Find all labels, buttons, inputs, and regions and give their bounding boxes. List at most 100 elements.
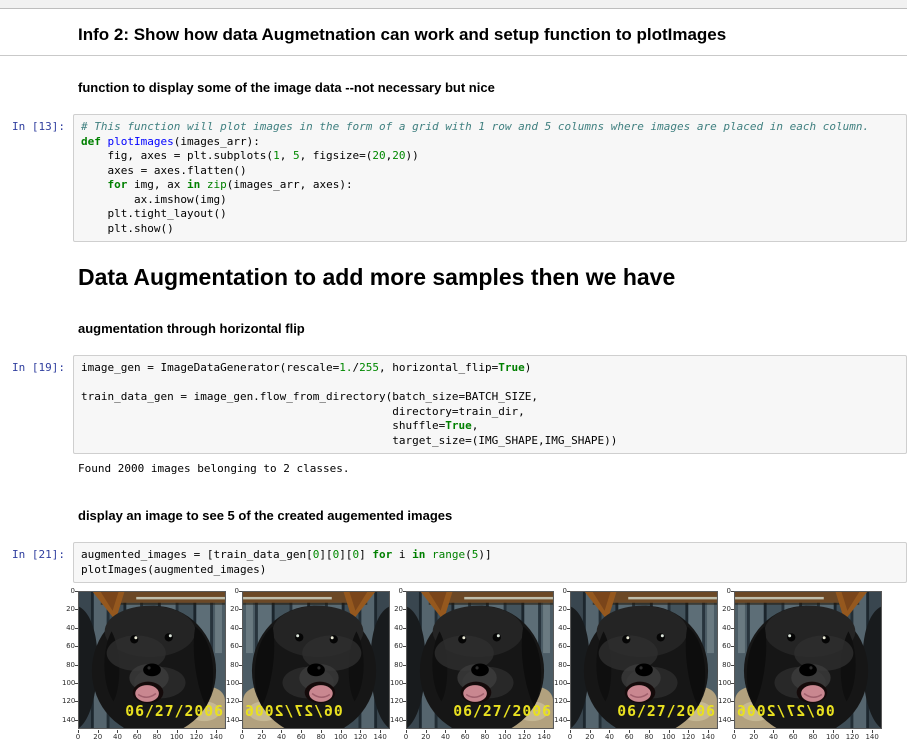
code-token: plotImages(augmented_images) — [81, 562, 267, 576]
y-tick-mark — [75, 701, 78, 703]
section-heading-data-augmentation: Data Augmentation to add more samples th… — [78, 264, 676, 290]
y-tick-label: 0 — [726, 587, 731, 595]
x-tick-mark — [380, 730, 382, 733]
y-tick-mark — [75, 609, 78, 611]
augmented-dog-image: 06/27/2006 — [406, 591, 554, 729]
x-tick-mark — [648, 730, 650, 733]
code-input-area[interactable]: augmented_images = [train_data_gen[0][0]… — [73, 542, 907, 583]
y-tick-label: 100 — [62, 679, 76, 687]
y-tick-label: 60 — [230, 642, 239, 651]
x-tick-mark — [688, 730, 690, 733]
code-token: zip — [206, 178, 227, 191]
x-tick-label: 20 — [585, 733, 595, 741]
code-text: augmented_images = [train_data_gen[0][0]… — [81, 548, 899, 577]
y-tick-label: 80 — [230, 660, 239, 669]
x-tick-label: 0 — [75, 733, 81, 741]
code-text: image_gen = ImageDataGenerator(rescale=1… — [81, 361, 899, 448]
y-tick-mark — [567, 591, 570, 592]
code-token — [200, 178, 207, 191]
x-tick-label: 140 — [701, 733, 715, 741]
y-tick-label: 40 — [66, 623, 75, 632]
x-tick-label: 60 — [132, 733, 142, 741]
code-token: )) — [405, 149, 419, 162]
x-tick-mark — [773, 730, 775, 733]
code-token: True — [445, 419, 472, 432]
code-token — [101, 135, 108, 148]
code-token: fig, axes = plt.subplots( — [81, 149, 274, 162]
cell-output-found-images: Found 2000 images belonging to 2 classes… — [78, 462, 350, 475]
code-token: (images_arr): — [173, 134, 260, 148]
code-token: directory=train_dir, — [81, 404, 525, 418]
augmented-dog-image-flipped: 06/27/2006 — [242, 591, 390, 729]
y-tick-mark — [403, 609, 406, 611]
x-tick-mark — [852, 730, 854, 733]
y-tick-label: 20 — [394, 605, 403, 614]
x-tick-label: 100 — [333, 733, 348, 741]
x-tick-label: 80 — [808, 733, 818, 741]
code-token: ) — [524, 361, 532, 374]
y-tick-label: 140 — [390, 715, 404, 724]
x-tick-label: 0 — [567, 733, 573, 741]
code-token: image_gen = ImageDataGenerator(rescale= — [81, 361, 340, 374]
y-tick-mark — [567, 609, 570, 611]
x-tick-mark — [97, 730, 99, 733]
y-tick-mark — [403, 719, 406, 721]
code-token: for — [372, 548, 393, 561]
augmented-dog-image: 06/27/2006 — [570, 591, 718, 729]
y-tick-mark — [239, 701, 242, 703]
x-tick-mark — [117, 730, 119, 733]
x-tick-mark — [793, 730, 795, 733]
code-input-area[interactable]: # This function will plot images in the … — [73, 114, 907, 242]
y-tick-label: 120 — [718, 697, 732, 706]
date-watermark: 06/27/2006 — [244, 703, 343, 720]
puppy-photo-svg: 06/27/2006 — [407, 592, 553, 728]
subheading-display-augmented: display an image to see 5 of the created… — [78, 508, 453, 523]
y-tick-mark — [403, 591, 406, 592]
x-tick-label: 40 — [440, 733, 450, 741]
subplot-panel: 0 20 40 60 80 100 120 140 — [226, 587, 390, 745]
x-tick-mark — [216, 730, 218, 733]
y-tick-mark — [403, 646, 406, 648]
x-tick-label: 140 — [209, 733, 223, 741]
code-token: shuffle= — [81, 419, 446, 432]
y-tick-label: 80 — [394, 660, 403, 669]
x-tick-label: 80 — [644, 733, 654, 741]
code-token: , — [279, 149, 293, 162]
x-tick-label: 140 — [537, 733, 551, 741]
code-token: 20 — [372, 149, 386, 162]
code-token: i — [392, 548, 413, 561]
x-tick-mark — [668, 730, 670, 733]
code-token — [81, 178, 108, 191]
y-tick-label: 20 — [722, 605, 731, 614]
code-input-area[interactable]: image_gen = ImageDataGenerator(rescale=1… — [73, 355, 907, 454]
x-tick-label: 120 — [681, 733, 696, 741]
x-tick-mark — [832, 730, 834, 733]
y-tick-label: 80 — [66, 660, 75, 669]
x-tick-mark — [544, 730, 546, 733]
y-tick-label: 0 — [70, 587, 75, 595]
x-tick-label: 40 — [768, 733, 778, 741]
x-tick-label: 120 — [353, 733, 368, 741]
code-token: range — [432, 548, 466, 561]
x-tick-mark — [320, 730, 322, 733]
y-tick-label: 0 — [234, 587, 239, 595]
y-tick-label: 60 — [66, 642, 75, 651]
date-watermark: 06/27/2006 — [617, 703, 716, 720]
code-token: , — [385, 149, 393, 162]
y-tick-mark — [731, 664, 734, 666]
y-tick-mark — [239, 719, 242, 721]
code-token: train_data_gen = image_gen.flow_from_dir… — [81, 390, 538, 403]
y-tick-label: 140 — [226, 715, 240, 724]
puppy-photo-svg: 06/27/2006 — [79, 592, 225, 728]
y-tick-mark — [239, 609, 242, 611]
code-cell-19: In [19]: image_gen = ImageDataGenerator(r… — [0, 355, 907, 454]
y-tick-label: 140 — [554, 715, 568, 724]
x-tick-label: 0 — [731, 733, 737, 741]
code-token: 20 — [392, 149, 406, 162]
x-tick-label: 20 — [93, 733, 103, 741]
y-tick-mark — [567, 719, 570, 721]
x-tick-label: 140 — [373, 733, 387, 741]
markdown-cell-info2[interactable]: Info 2: Show how data Augmetnation can w… — [0, 9, 907, 56]
code-token: , — [471, 419, 479, 432]
x-tick-label: 60 — [296, 733, 306, 741]
